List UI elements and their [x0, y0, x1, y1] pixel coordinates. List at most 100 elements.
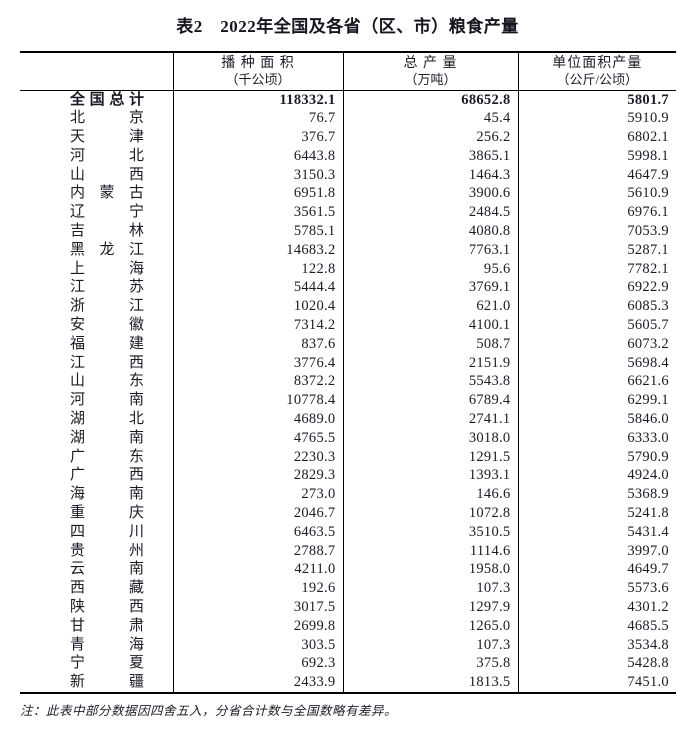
- table-row: 甘肃 2699.8 1265.0 4685.5: [20, 616, 676, 636]
- sown-area-cell: 76.7: [172, 109, 343, 129]
- table-row: 全国总计 118332.1 68652.8 5801.7: [20, 90, 676, 110]
- region-cell: 贵州: [20, 542, 173, 561]
- region-name: 四川: [70, 523, 144, 540]
- region-name: 浙江: [70, 298, 144, 315]
- sown-area-cell: 3017.5: [172, 598, 343, 617]
- sown-area-cell: 3561.5: [172, 203, 343, 223]
- region-name: 全国总计: [70, 91, 144, 108]
- sown-area-cell: 7314.2: [172, 316, 343, 335]
- table-row: 贵州 2788.7 1114.6 3997.0: [20, 541, 676, 561]
- yield-cell: 4301.2: [517, 598, 676, 617]
- col-header-sown-area: 播 种 面 积 （千公顷）: [172, 52, 343, 91]
- sown-area-cell: 2230.3: [172, 447, 343, 467]
- region-cell: 湖南: [20, 429, 173, 448]
- region-name: 广东: [70, 448, 144, 465]
- output-cell: 107.3: [342, 635, 518, 655]
- table-row: 陕西 3017.5 1297.9 4301.2: [20, 598, 676, 617]
- region-cell: 浙江: [20, 297, 173, 316]
- output-cell: 3510.5: [342, 522, 518, 542]
- col-header-yield: 单位面积产量 （公斤/公顷）: [517, 52, 676, 91]
- output-cell: 3865.1: [342, 146, 518, 166]
- region-cell: 江苏: [20, 278, 173, 297]
- yield-cell: 5368.9: [517, 485, 676, 505]
- yield-cell: 4647.9: [517, 165, 676, 185]
- sown-area-cell: 3150.3: [172, 165, 343, 185]
- table-row: 河南 10778.4 6789.4 6299.1: [20, 391, 676, 411]
- table-row: 宁夏 692.3 375.8 5428.8: [20, 654, 676, 674]
- table-row: 江西 3776.4 2151.9 5698.4: [20, 353, 676, 373]
- region-cell: 山西: [20, 166, 173, 185]
- sown-area-cell: 5444.4: [172, 278, 343, 298]
- region-cell: 吉林: [20, 222, 173, 241]
- sown-area-cell: 14683.2: [172, 240, 343, 260]
- region-cell: 四川: [20, 523, 173, 542]
- output-cell: 3769.1: [342, 278, 518, 298]
- region-name: 重庆: [70, 505, 144, 522]
- yield-cell: 5998.1: [517, 146, 676, 166]
- output-cell: 5543.8: [342, 372, 518, 392]
- output-cell: 107.3: [342, 579, 518, 599]
- region-cell: 北京: [20, 109, 173, 128]
- region-name: 广西: [70, 467, 144, 484]
- yield-cell: 5790.9: [517, 447, 676, 467]
- grain-production-table: 播 种 面 积 （千公顷） 总 产 量 （万吨） 单位面积产量 （公斤/公顷） …: [20, 51, 676, 694]
- region-name: 河南: [70, 392, 144, 409]
- sown-area-cell: 3776.4: [172, 353, 343, 373]
- sown-area-cell: 837.6: [172, 334, 343, 354]
- region-cell: 山东: [20, 372, 173, 391]
- table-row: 浙江 1020.4 621.0 6085.3: [20, 297, 676, 317]
- region-cell: 广西: [20, 466, 173, 485]
- sown-area-cell: 2046.7: [172, 504, 343, 523]
- yield-cell: 6621.6: [517, 372, 676, 392]
- sown-area-cell: 2788.7: [172, 541, 343, 561]
- sown-area-cell: 273.0: [172, 485, 343, 505]
- yield-cell: 4685.5: [517, 616, 676, 636]
- region-cell: 宁夏: [20, 654, 173, 673]
- region-cell: 内蒙古: [20, 184, 173, 203]
- region-name: 青海: [70, 636, 144, 653]
- output-cell: 4080.8: [342, 222, 518, 241]
- sown-area-cell: 2699.8: [172, 616, 343, 636]
- yield-cell: 5573.6: [517, 579, 676, 599]
- region-cell: 海南: [20, 485, 173, 504]
- region-cell: 河北: [20, 147, 173, 166]
- yield-cell: 4649.7: [517, 560, 676, 580]
- yield-cell: 6802.1: [517, 128, 676, 147]
- region-cell: 安徽: [20, 316, 173, 335]
- yield-cell: 5431.4: [517, 522, 676, 542]
- region-name: 陕西: [70, 599, 144, 616]
- output-cell: 1114.6: [342, 541, 518, 561]
- output-cell: 146.6: [342, 485, 518, 505]
- region-cell: 云南: [20, 560, 173, 579]
- sown-area-cell: 118332.1: [172, 90, 343, 110]
- output-cell: 256.2: [342, 128, 518, 147]
- table-row: 吉林 5785.1 4080.8 7053.9: [20, 222, 676, 241]
- output-cell: 2484.5: [342, 203, 518, 223]
- table-row: 山西 3150.3 1464.3 4647.9: [20, 165, 676, 185]
- yield-cell: 5698.4: [517, 353, 676, 373]
- region-name: 新疆: [70, 674, 144, 691]
- output-cell: 1072.8: [342, 504, 518, 523]
- sown-area-cell: 303.5: [172, 635, 343, 655]
- table-row: 新疆 2433.9 1813.5 7451.0: [20, 673, 676, 693]
- output-cell: 3900.6: [342, 184, 518, 204]
- sown-area-cell: 1020.4: [172, 297, 343, 317]
- table-row: 天津 376.7 256.2 6802.1: [20, 128, 676, 147]
- region-cell: 广东: [20, 448, 173, 467]
- region-cell: 上海: [20, 260, 173, 279]
- region-cell: 福建: [20, 335, 173, 354]
- yield-cell: 3534.8: [517, 635, 676, 655]
- yield-cell: 7053.9: [517, 222, 676, 241]
- sown-area-cell: 5785.1: [172, 222, 343, 241]
- region-cell: 陕西: [20, 598, 173, 617]
- col-header-label: 单位面积产量: [552, 55, 643, 71]
- output-cell: 1464.3: [342, 165, 518, 185]
- table-row: 青海 303.5 107.3 3534.8: [20, 635, 676, 655]
- output-cell: 95.6: [342, 259, 518, 279]
- table-row: 海南 273.0 146.6 5368.9: [20, 485, 676, 505]
- table-row: 山东 8372.2 5543.8 6621.6: [20, 372, 676, 392]
- header-row: 播 种 面 积 （千公顷） 总 产 量 （万吨） 单位面积产量 （公斤/公顷）: [20, 52, 676, 91]
- table-row: 广东 2230.3 1291.5 5790.9: [20, 447, 676, 467]
- region-name: 山东: [70, 373, 144, 390]
- region-cell: 湖北: [20, 410, 173, 429]
